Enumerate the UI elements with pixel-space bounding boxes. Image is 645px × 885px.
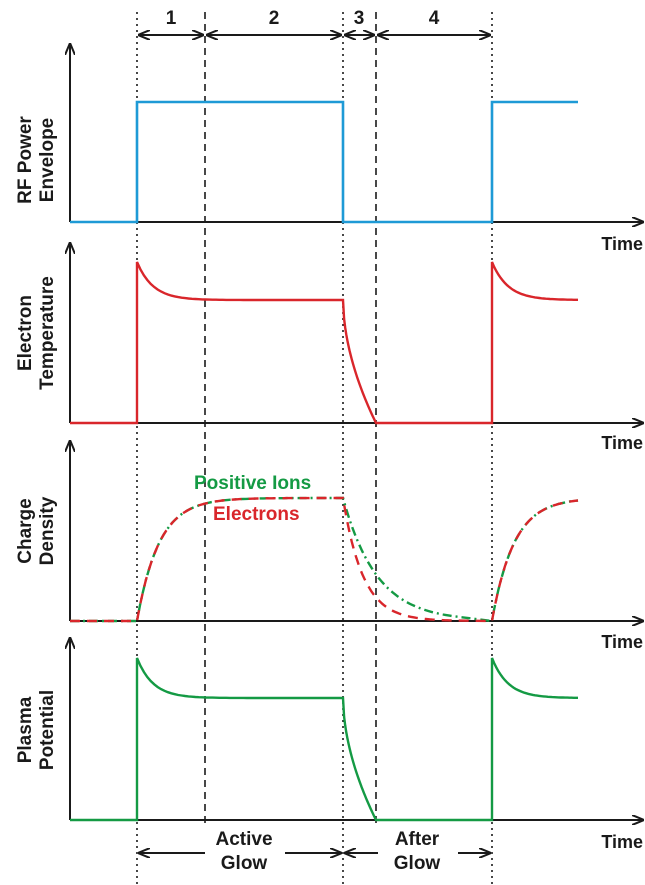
xlabel: Time bbox=[601, 632, 643, 652]
after-label-backdrop bbox=[378, 829, 458, 877]
ylabel-line2: Temperature bbox=[37, 276, 58, 390]
plasma-potential-trace bbox=[70, 657, 578, 822]
legend-electrons: Electrons bbox=[213, 504, 300, 525]
ylabel-line1: Electron bbox=[15, 295, 36, 371]
after-glow-line2: Glow bbox=[394, 853, 441, 874]
ylabel-line2: Density bbox=[37, 496, 58, 565]
positive-ions-trace bbox=[70, 496, 579, 623]
ylabel-line1: RF Power bbox=[15, 116, 36, 204]
segment-arrows: 1 2 3 4 bbox=[139, 8, 490, 35]
phase-labels: Active Glow After Glow bbox=[139, 829, 490, 877]
segment-label-3: 3 bbox=[354, 8, 365, 29]
segment-label-4: 4 bbox=[429, 8, 440, 29]
active-glow-line1: Active bbox=[215, 829, 272, 850]
electron-temperature-trace bbox=[70, 261, 578, 425]
panel-charge-density: Charge Density Time Positive Ions Electr… bbox=[15, 441, 643, 652]
panel-plasma-potential: Plasma Potential Time bbox=[15, 638, 643, 852]
panel-rf-power: RF Power Envelope Time bbox=[15, 44, 643, 254]
ylabel-line1: Plasma bbox=[15, 696, 36, 763]
legend-positive-ions: Positive Ions bbox=[194, 473, 311, 494]
xlabel: Time bbox=[601, 433, 643, 453]
active-label-backdrop bbox=[205, 829, 285, 877]
ylabel-line2: Envelope bbox=[37, 118, 58, 202]
ylabel-line2: Potential bbox=[37, 690, 58, 770]
panel-electron-temperature: Electron Temperature Time bbox=[15, 243, 643, 453]
segment-label-1: 1 bbox=[166, 8, 177, 29]
after-glow-line1: After bbox=[395, 829, 440, 850]
phase-boundaries bbox=[136, 12, 493, 885]
xlabel: Time bbox=[601, 234, 643, 254]
ylabel-line1: Charge bbox=[15, 498, 36, 563]
rf-power-trace bbox=[70, 100, 578, 224]
active-glow-line2: Glow bbox=[221, 853, 268, 874]
segment-label-2: 2 bbox=[269, 8, 280, 29]
electrons-trace bbox=[70, 496, 579, 623]
xlabel: Time bbox=[601, 832, 643, 852]
